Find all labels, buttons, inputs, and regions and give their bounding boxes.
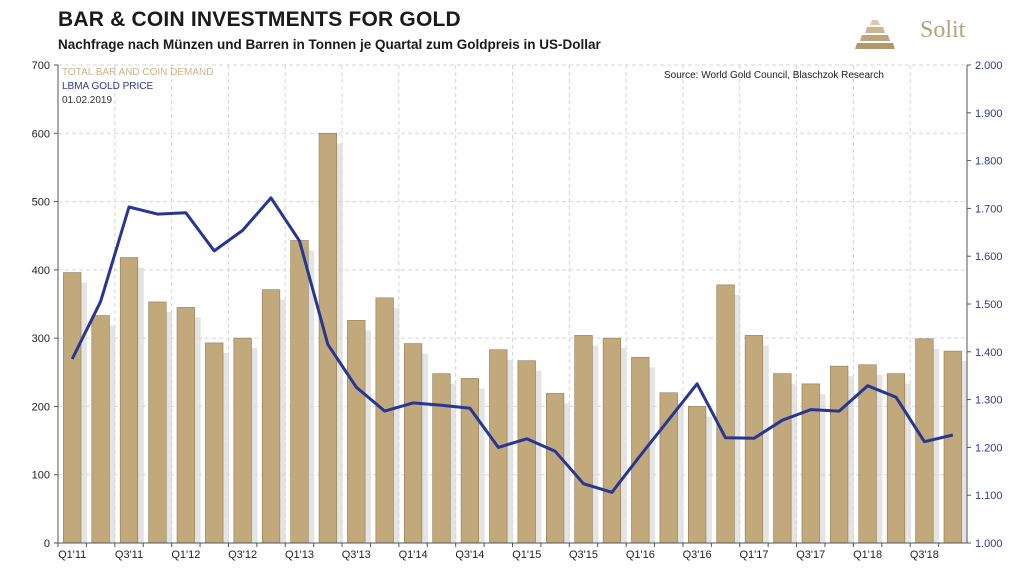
chart-subtitle: Nachfrage nach Münzen und Barren in Tonn…: [58, 37, 601, 52]
bar-demand: [716, 284, 735, 544]
y-left-tick-label: 500: [32, 197, 50, 209]
x-tick-label: Q3'15: [569, 549, 598, 561]
bar-demand: [659, 392, 678, 544]
y-left-tick-label: 100: [32, 470, 50, 482]
chart-title: BAR & COIN INVESTMENTS FOR GOLD: [58, 8, 461, 31]
bar-demand: [148, 301, 167, 544]
y-right-tick-label: 1.600: [975, 251, 1003, 263]
bar-demand: [290, 240, 309, 544]
x-tick-label: Q3'12: [228, 549, 257, 561]
legend-line: LBMA GOLD PRICE: [62, 81, 154, 92]
bar-demand: [403, 343, 423, 544]
bar-demand: [176, 307, 195, 544]
x-tick-label: Q3'11: [115, 549, 143, 561]
y-right-tick-label: 1.900: [975, 108, 1003, 120]
y-left-tick-label: 700: [32, 60, 50, 72]
legend-date: 01.02.2019: [62, 95, 113, 106]
solit-logo-icon: [855, 20, 895, 49]
x-tick-label: Q3'18: [910, 549, 939, 561]
legend-bars: TOTAL BAR AND COIN DEMAND: [62, 67, 214, 78]
bar-demand: [63, 272, 82, 544]
x-tick-label: Q1'12: [171, 549, 200, 561]
x-tick-label: Q3'14: [455, 549, 484, 561]
y-left-tick-label: 0: [44, 538, 50, 550]
x-tick-label: Q1'17: [739, 549, 768, 561]
bar-demand: [546, 393, 565, 544]
y-right-tick-label: 1.400: [975, 347, 1003, 359]
y-right-tick-label: 1.100: [975, 490, 1003, 502]
bar-demand: [375, 297, 394, 544]
bar-demand: [631, 356, 650, 544]
y-left-tick-label: 200: [32, 401, 50, 413]
bar-demand: [574, 335, 593, 544]
bar-demand: [347, 320, 366, 544]
y-right-tick-label: 1.000: [975, 538, 1003, 550]
x-tick-label: Q1'11: [58, 549, 86, 561]
bar-demand: [830, 365, 849, 544]
bar-demand: [91, 315, 110, 544]
bar-demand: [773, 373, 792, 544]
bar-demand: [432, 373, 451, 544]
bar-demand: [261, 289, 281, 544]
y-right-tick-label: 1.700: [975, 203, 1003, 215]
bar-demand: [119, 257, 139, 544]
bar-demand: [943, 350, 962, 544]
x-tick-label: Q1'13: [285, 549, 314, 561]
y-right-tick-label: 1.200: [975, 442, 1003, 454]
bar-demand: [318, 132, 337, 544]
x-tick-label: Q1'15: [512, 549, 541, 561]
bar-demand: [688, 406, 707, 544]
bar-demand: [602, 337, 622, 544]
bar-demand: [205, 342, 224, 544]
y-left-tick-label: 400: [32, 265, 50, 277]
bar-demand: [517, 360, 536, 544]
x-tick-label: Q1'16: [626, 549, 655, 561]
x-tick-label: Q3'16: [683, 549, 712, 561]
bar-demand: [460, 378, 479, 544]
y-left-tick-label: 600: [32, 128, 50, 140]
brand-name: Solit: [920, 17, 966, 43]
bar-demand: [801, 383, 820, 544]
x-tick-label: Q3'17: [796, 549, 825, 561]
y-right-tick-label: 1.800: [975, 156, 1003, 168]
y-left-tick-label: 300: [32, 333, 50, 345]
chart-source: Source: World Gold Council, Blaschzok Re…: [664, 70, 884, 81]
bar-demand: [233, 337, 252, 544]
y-right-tick-label: 1.500: [975, 299, 1003, 311]
x-tick-label: Q1'18: [853, 549, 882, 561]
x-tick-label: Q3'13: [342, 549, 371, 561]
line-gold-price: [70, 196, 954, 494]
y-right-tick-label: 1.300: [975, 395, 1003, 407]
x-tick-label: Q1'14: [399, 549, 428, 561]
y-right-tick-label: 2.000: [975, 60, 1003, 72]
